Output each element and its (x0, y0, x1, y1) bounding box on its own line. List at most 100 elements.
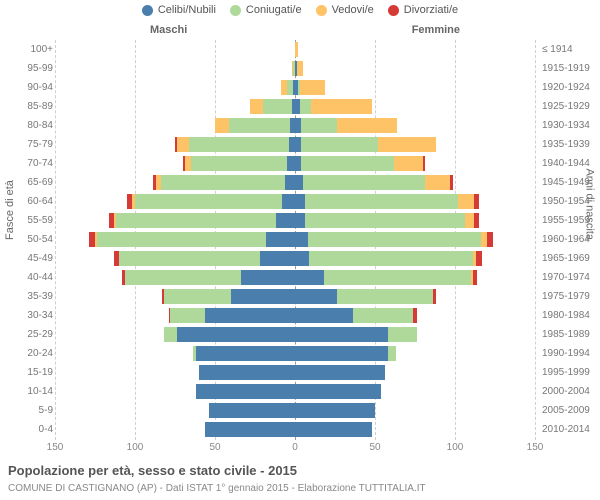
age-row (55, 363, 535, 382)
age-label: 70-74 (5, 154, 53, 173)
segment-coniugati (301, 156, 394, 171)
birth-year-label: 1945-1949 (542, 173, 598, 192)
segment-celibi (295, 384, 381, 399)
bar-male (153, 175, 295, 190)
age-label: 0-4 (5, 420, 53, 439)
segment-vedovi (250, 99, 263, 114)
plot-area (55, 40, 535, 440)
birth-year-label: 2000-2004 (542, 382, 598, 401)
segment-celibi (295, 308, 353, 323)
segment-celibi (295, 365, 385, 380)
segment-coniugati (353, 308, 414, 323)
legend-swatch (316, 5, 327, 16)
bar-male (175, 137, 295, 152)
age-label: 40-44 (5, 268, 53, 287)
birth-year-label: 1930-1934 (542, 116, 598, 135)
xaxis-tick-label: 50 (209, 442, 220, 453)
age-label: 95-99 (5, 59, 53, 78)
bar-female (295, 194, 479, 209)
segment-celibi (295, 213, 305, 228)
legend-item: Celibi/Nubili (142, 4, 216, 16)
birth-year-label: 1985-1989 (542, 325, 598, 344)
bar-female (295, 137, 436, 152)
age-row (55, 59, 535, 78)
bar-male (169, 308, 295, 323)
segment-celibi (295, 270, 324, 285)
segment-celibi (295, 194, 305, 209)
bar-female (295, 175, 453, 190)
segment-coniugati (191, 156, 287, 171)
legend-item: Coniugati/e (230, 4, 302, 16)
bar-male (183, 156, 295, 171)
age-label: 45-49 (5, 249, 53, 268)
age-label: 60-64 (5, 192, 53, 211)
legend-item: Vedovi/e (316, 4, 374, 16)
segment-vedovi (465, 213, 475, 228)
header-male: Maschi (150, 24, 187, 36)
segment-coniugati (324, 270, 471, 285)
segment-vedovi (425, 175, 451, 190)
birth-year-label: ≤ 1914 (542, 40, 598, 59)
bar-male (164, 327, 295, 342)
segment-celibi (231, 289, 295, 304)
bar-female (295, 156, 425, 171)
segment-celibi (295, 251, 309, 266)
age-row (55, 154, 535, 173)
segment-celibi (199, 365, 295, 380)
header-female: Femmine (412, 24, 460, 36)
age-row (55, 420, 535, 439)
segment-coniugati (229, 118, 290, 133)
age-label: 75-79 (5, 135, 53, 154)
age-row (55, 268, 535, 287)
age-row (55, 116, 535, 135)
segment-coniugati (305, 194, 459, 209)
segment-divorziati (487, 232, 493, 247)
segment-coniugati (388, 327, 417, 342)
age-label: 80-84 (5, 116, 53, 135)
age-row (55, 211, 535, 230)
age-label: 85-89 (5, 97, 53, 116)
segment-coniugati (116, 213, 276, 228)
bar-female (295, 80, 325, 95)
bar-female (295, 403, 375, 418)
segment-coniugati (305, 213, 465, 228)
segment-coniugati (301, 137, 378, 152)
segment-celibi (241, 270, 295, 285)
segment-coniugati (97, 232, 267, 247)
bar-female (295, 213, 479, 228)
age-row (55, 192, 535, 211)
age-row (55, 230, 535, 249)
age-label: 15-19 (5, 363, 53, 382)
birth-year-label: 1980-1984 (542, 306, 598, 325)
legend-item: Divorziati/e (388, 4, 458, 16)
segment-celibi (295, 327, 388, 342)
age-row (55, 40, 535, 59)
segment-divorziati (476, 251, 482, 266)
bar-male (193, 346, 295, 361)
bar-female (295, 327, 417, 342)
segment-coniugati (164, 289, 231, 304)
segment-vedovi (215, 118, 229, 133)
age-label: 10-14 (5, 382, 53, 401)
age-label: 65-69 (5, 173, 53, 192)
bar-male (199, 365, 295, 380)
age-label: 5-9 (5, 401, 53, 420)
segment-celibi (285, 175, 295, 190)
segment-coniugati (135, 194, 282, 209)
bar-female (295, 289, 436, 304)
bar-male (250, 99, 295, 114)
segment-coniugati (263, 99, 292, 114)
segment-vedovi (337, 118, 398, 133)
age-row (55, 249, 535, 268)
bar-female (295, 61, 303, 76)
segment-celibi (295, 175, 303, 190)
birth-year-label: 2010-2014 (542, 420, 598, 439)
bar-male (109, 213, 295, 228)
legend-label: Vedovi/e (332, 4, 374, 16)
birth-year-label: 1960-1964 (542, 230, 598, 249)
bar-female (295, 365, 385, 380)
segment-celibi (276, 213, 295, 228)
age-label: 50-54 (5, 230, 53, 249)
birth-year-label: 1935-1939 (542, 135, 598, 154)
birth-year-label: 1915-1919 (542, 59, 598, 78)
